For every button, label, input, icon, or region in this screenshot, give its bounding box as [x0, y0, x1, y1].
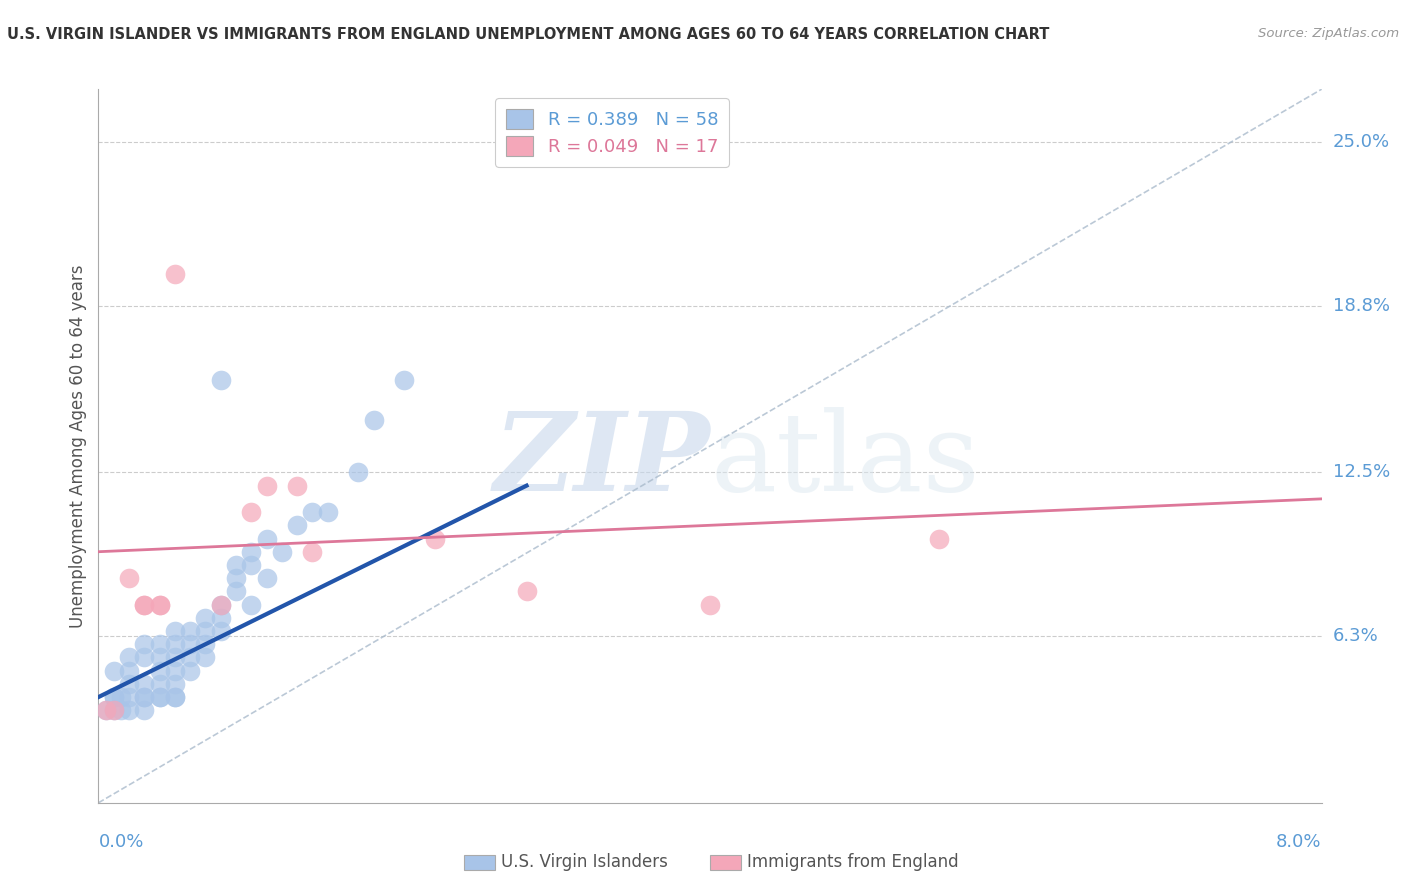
Point [163, 690, 186, 704]
Text: U.S. Virgin Islanders: U.S. Virgin Islanders [501, 853, 668, 871]
Point [134, 650, 156, 665]
Text: 8.0%: 8.0% [1277, 833, 1322, 851]
Point [103, 664, 125, 678]
Point [179, 637, 201, 651]
Point [256, 532, 278, 546]
Point [134, 598, 156, 612]
Point [285, 478, 308, 492]
Text: atlas: atlas [710, 407, 980, 514]
Point [225, 571, 247, 585]
Point [179, 624, 201, 638]
Point [363, 412, 385, 426]
Point [94, 703, 117, 717]
Point [179, 650, 201, 665]
Point [118, 677, 141, 691]
Point [163, 677, 186, 691]
Point [110, 690, 132, 704]
Point [209, 598, 232, 612]
Point [516, 584, 538, 599]
Point [149, 690, 172, 704]
Text: 25.0%: 25.0% [1333, 133, 1391, 151]
Point [163, 624, 186, 638]
Text: ZIP: ZIP [494, 407, 710, 514]
Point [163, 690, 186, 704]
Point [699, 598, 721, 612]
Point [225, 558, 247, 572]
Point [285, 518, 308, 533]
Point [392, 373, 416, 387]
Point [928, 532, 950, 546]
Point [240, 598, 263, 612]
Point [209, 624, 232, 638]
Text: 0.0%: 0.0% [98, 833, 143, 851]
Text: Immigrants from England: Immigrants from England [747, 853, 959, 871]
Legend: R = 0.389   N = 58, R = 0.049   N = 17: R = 0.389 N = 58, R = 0.049 N = 17 [495, 98, 730, 167]
Point [179, 664, 201, 678]
Point [134, 703, 156, 717]
Point [118, 703, 141, 717]
Point [134, 637, 156, 651]
Point [270, 545, 294, 559]
Point [256, 571, 278, 585]
Text: 18.8%: 18.8% [1333, 297, 1389, 315]
Point [149, 677, 172, 691]
Point [149, 650, 172, 665]
Point [209, 598, 232, 612]
Point [240, 558, 263, 572]
Point [163, 267, 186, 281]
Point [225, 584, 247, 599]
Point [301, 545, 323, 559]
Text: 6.3%: 6.3% [1333, 627, 1378, 645]
Y-axis label: Unemployment Among Ages 60 to 64 years: Unemployment Among Ages 60 to 64 years [69, 264, 87, 628]
Point [194, 624, 217, 638]
Point [316, 505, 339, 519]
Point [301, 505, 323, 519]
Point [103, 690, 125, 704]
Point [149, 598, 172, 612]
Point [194, 637, 217, 651]
Point [134, 677, 156, 691]
Point [118, 571, 141, 585]
Point [103, 690, 125, 704]
Point [149, 637, 172, 651]
Point [103, 703, 125, 717]
Point [240, 545, 263, 559]
Text: Source: ZipAtlas.com: Source: ZipAtlas.com [1258, 27, 1399, 40]
Point [240, 505, 263, 519]
Point [134, 598, 156, 612]
Point [103, 703, 125, 717]
Point [118, 664, 141, 678]
Point [347, 466, 370, 480]
Point [149, 664, 172, 678]
Point [149, 598, 172, 612]
Point [118, 690, 141, 704]
Point [194, 611, 217, 625]
Point [163, 637, 186, 651]
Point [256, 478, 278, 492]
Point [110, 703, 132, 717]
Point [423, 532, 446, 546]
Text: U.S. VIRGIN ISLANDER VS IMMIGRANTS FROM ENGLAND UNEMPLOYMENT AMONG AGES 60 TO 64: U.S. VIRGIN ISLANDER VS IMMIGRANTS FROM … [7, 27, 1049, 42]
Point [163, 664, 186, 678]
Point [134, 690, 156, 704]
Point [149, 690, 172, 704]
Text: 12.5%: 12.5% [1333, 464, 1391, 482]
Point [209, 373, 232, 387]
Point [209, 611, 232, 625]
Point [163, 650, 186, 665]
Point [194, 650, 217, 665]
Point [118, 650, 141, 665]
Point [94, 703, 117, 717]
Point [134, 690, 156, 704]
